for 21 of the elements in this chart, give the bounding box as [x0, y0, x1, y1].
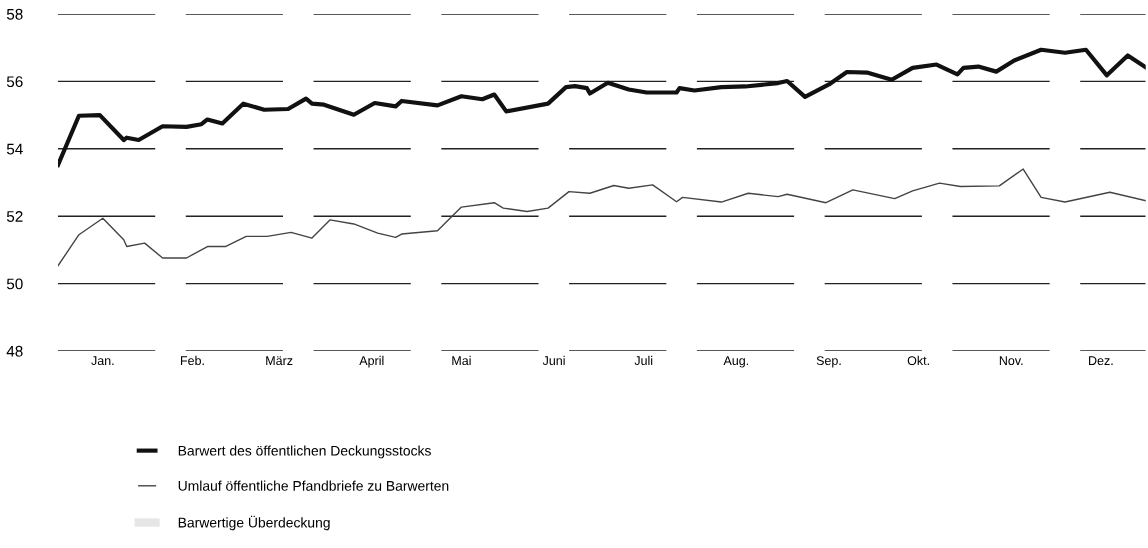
x-tick-label: April	[359, 355, 384, 368]
x-tick-label: Aug.	[723, 356, 749, 368]
x-tick-label: Juli	[634, 355, 653, 366]
y-tick-label: 54	[6, 143, 23, 155]
legend-label: Barwertige Überdeckung	[178, 515, 330, 531]
x-tick-label: März	[266, 356, 293, 366]
y-tick-label: 48	[6, 345, 23, 357]
x-tick-label: Sep.	[816, 356, 841, 368]
x-tick-label: Juni	[542, 355, 565, 366]
y-tick-label: 58	[6, 8, 23, 20]
x-tick-label: Mai	[452, 355, 471, 366]
x-tick-label: Okt.	[907, 355, 929, 366]
y-tick-label: 56	[6, 76, 23, 88]
y-tick-label: 52	[6, 211, 23, 222]
x-tick-label: Feb.	[180, 355, 204, 366]
x-tick-label: Nov.	[999, 356, 1023, 366]
y-tick-label: 50	[6, 278, 23, 290]
x-tick-label: Jan.	[91, 356, 114, 366]
legend-label: Umlauf öffentliche Pfandbriefe zu Barwerten	[178, 480, 449, 491]
x-tick-label: Dez.	[1089, 356, 1113, 366]
legend-label: Barwert des öffentlichen Deckungsstocks	[178, 445, 431, 459]
